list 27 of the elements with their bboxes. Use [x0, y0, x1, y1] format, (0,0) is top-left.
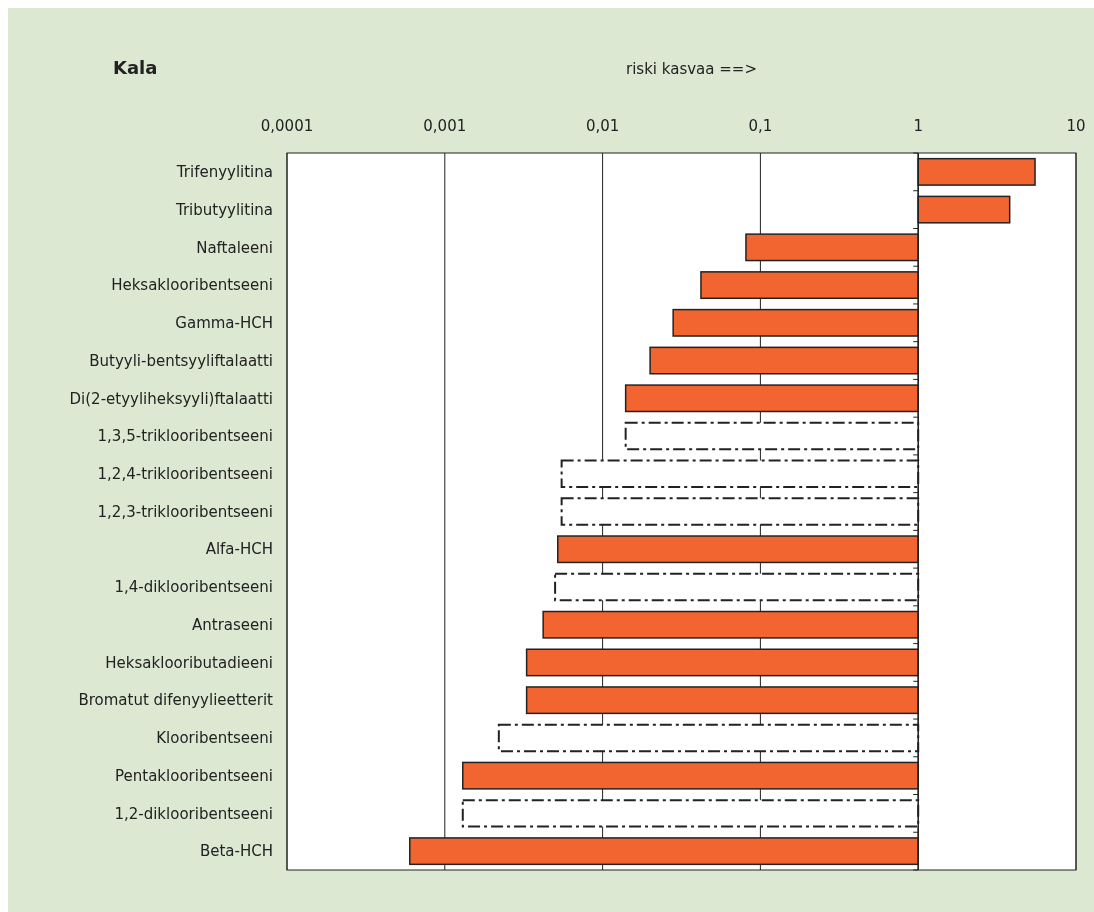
y-tick-label: Alfa-HCH	[205, 540, 273, 559]
text: Kala	[113, 57, 158, 78]
y-tick-label: Di(2-etyyliheksyyli)ftalaatti	[69, 389, 273, 408]
x-tick-label: 1	[913, 117, 923, 135]
y-tick-label: Klooribentseeni	[156, 729, 273, 748]
y-tick-label: 1,2,4-triklooribentseeni	[97, 465, 273, 484]
y-tick-label: Tributyylitina	[174, 200, 273, 219]
y-tick-label: Heksaklooributadieeni	[105, 653, 273, 672]
y-tick-label: Pentaklooribentseeni	[115, 766, 273, 785]
y-tick-label: Naftaleeni	[196, 238, 273, 257]
x-tick-label: 0,001	[423, 117, 467, 135]
y-tick-label: 1,3,5-triklooribentseeni	[97, 427, 273, 446]
y-tick-label: Gamma-HCH	[175, 314, 273, 333]
y-tick-label: Antraseeni	[192, 615, 273, 634]
x-tick-label: 10	[1066, 117, 1086, 135]
y-tick-label: Butyyli-bentsyyliftalaatti	[89, 351, 273, 370]
x-tick-label: 0,0001	[260, 117, 314, 135]
y-tick-label: Beta-HCH	[199, 842, 273, 861]
x-tick-label: 0,1	[748, 117, 773, 135]
y-tick-label: 1,2-diklooribentseeni	[114, 804, 273, 823]
y-tick-label: Bromatut difenyylieetterit	[78, 691, 274, 710]
y-tick-label: 1,2,3-triklooribentseeni	[97, 502, 273, 521]
y-tick-label: Heksaklooribentseeni	[111, 276, 273, 295]
y-tick-label: Trifenyylitina	[175, 163, 273, 182]
x-axis-title: riski kasvaa ==>	[626, 60, 757, 78]
x-tick-label: 0,01	[585, 117, 620, 135]
y-tick-label: 1,4-diklooribentseeni	[114, 578, 273, 597]
